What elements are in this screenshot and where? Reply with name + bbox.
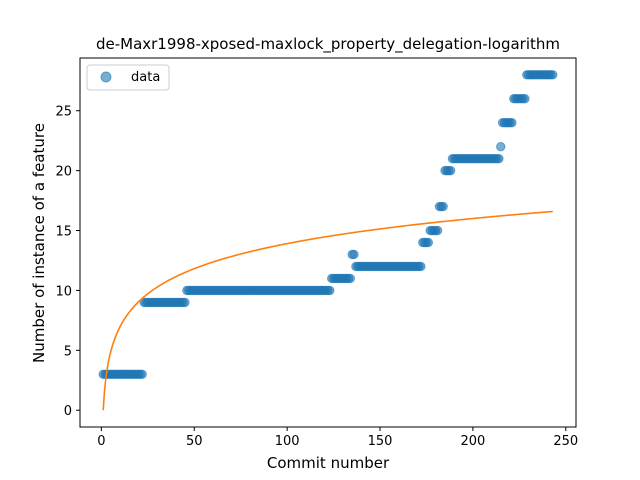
x-axis-ticks: 0 50 100 150 200 250 — [97, 427, 578, 449]
data-point — [325, 285, 335, 296]
legend-box — [86, 64, 170, 91]
chart-title: de-Maxr1998-xposed-maxlock_property_dele… — [96, 35, 560, 54]
y-tick-label: 20 — [55, 165, 72, 180]
x-tick-label: 150 — [368, 434, 393, 449]
y-tick-label: 15 — [55, 225, 72, 240]
x-tick-label: 100 — [275, 434, 300, 449]
data-point — [438, 201, 448, 212]
data-point — [423, 237, 434, 248]
data-point — [345, 273, 355, 284]
legend-label-data: data — [131, 70, 160, 85]
fit-line-group — [102, 210, 553, 411]
legend-marker — [100, 71, 112, 83]
data-point — [180, 297, 190, 308]
y-tick-label: 25 — [55, 105, 72, 120]
y-tick-label: 10 — [55, 284, 72, 299]
data-point — [137, 369, 147, 379]
data-point — [432, 225, 443, 236]
plot-area — [79, 57, 577, 428]
x-axis-label: Commit number — [267, 454, 390, 472]
data-point — [496, 141, 506, 152]
data-point — [520, 94, 530, 104]
data-point — [349, 249, 359, 260]
y-axis-ticks: 0 5 10 15 20 25 — [55, 105, 80, 419]
x-tick-label: 200 — [460, 434, 485, 449]
data-point — [416, 261, 426, 272]
scatter-points — [98, 70, 558, 379]
data-point — [445, 165, 456, 176]
y-tick-label: 5 — [64, 344, 72, 359]
legend: data — [86, 64, 170, 91]
fit-line — [102, 210, 553, 411]
x-tick-label: 50 — [186, 434, 203, 449]
plot-frame — [79, 57, 577, 428]
data-point — [507, 117, 517, 128]
x-tick-label: 0 — [97, 434, 105, 449]
y-tick-label: 0 — [64, 404, 72, 419]
data-point — [494, 153, 504, 164]
data-point — [548, 70, 558, 80]
x-tick-label: 250 — [553, 434, 578, 449]
y-axis-label: Number of instance of a feature — [30, 123, 48, 363]
